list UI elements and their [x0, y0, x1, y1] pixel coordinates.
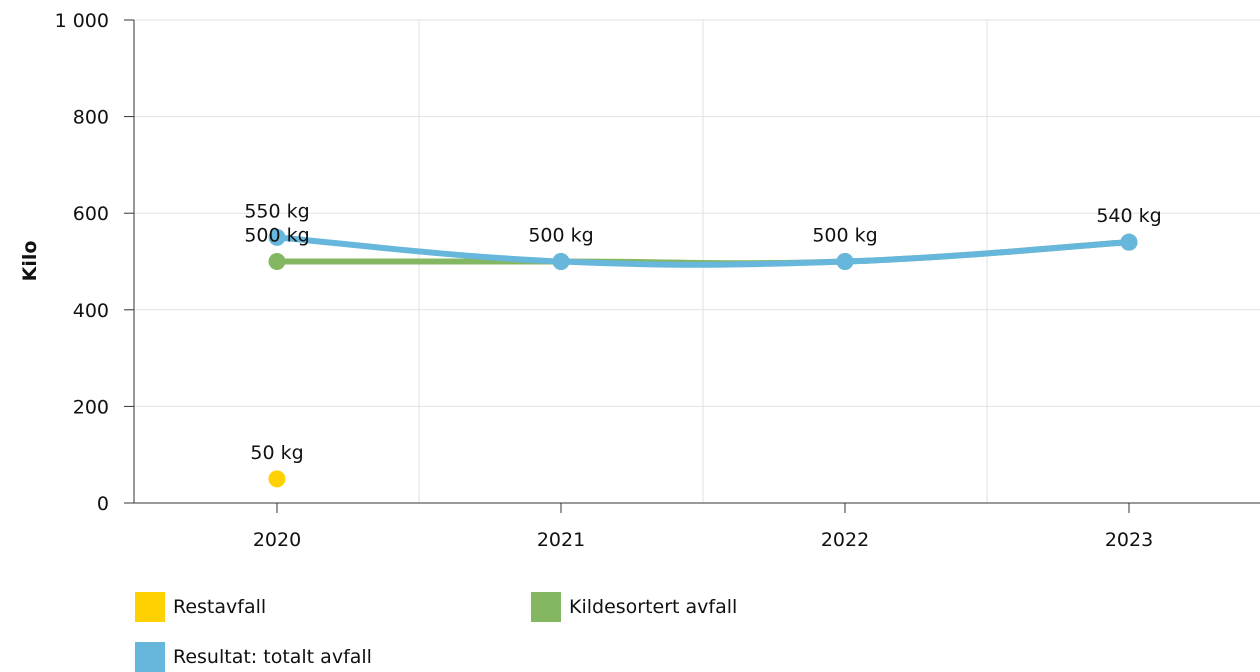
data-label-restavfall: 50 kg — [250, 442, 303, 464]
data-point-restavfall — [268, 470, 286, 488]
y-tick-label: 600 — [73, 203, 109, 225]
data-point-resultat-totalt-avfall — [552, 253, 570, 270]
data-label-resultat-totalt-avfall: 500 kg — [528, 225, 593, 247]
y-tick-label: 0 — [97, 493, 109, 515]
y-axis-title: Kilo — [19, 241, 41, 282]
series-line-resultat-totalt-avfall — [274, 234, 1132, 268]
y-tick-label: 800 — [73, 107, 109, 129]
data-label-resultat-totalt-avfall: 550 kg — [244, 200, 309, 222]
data-label-resultat-totalt-avfall: 540 kg — [1096, 205, 1161, 227]
x-tick-label: 2022 — [821, 529, 869, 551]
series-layer — [268, 228, 1138, 488]
x-tick-label: 2020 — [253, 529, 301, 551]
data-point-resultat-totalt-avfall — [836, 253, 854, 270]
data-point-resultat-totalt-avfall — [268, 228, 286, 246]
data-point-resultat-totalt-avfall — [1120, 233, 1138, 251]
axes: 0 200 400 600 800 1 000 2020 2021 2022 2023 — [55, 10, 1260, 551]
y-tick-label: 1 000 — [55, 10, 109, 32]
data-label-kildesortert-avfall: 500 kg — [244, 225, 309, 247]
data-labels: 50 kg 500 kg 550 kg 500 kg 500 kg 540 kg — [244, 200, 1161, 464]
data-point-kildesortert-avfall — [268, 253, 286, 270]
data-label-resultat-totalt-avfall: 500 kg — [812, 225, 877, 247]
x-tick-label: 2021 — [537, 529, 585, 551]
y-tick-label: 400 — [73, 300, 109, 322]
x-tick-label: 2023 — [1105, 529, 1153, 551]
y-tick-label: 200 — [73, 396, 109, 418]
